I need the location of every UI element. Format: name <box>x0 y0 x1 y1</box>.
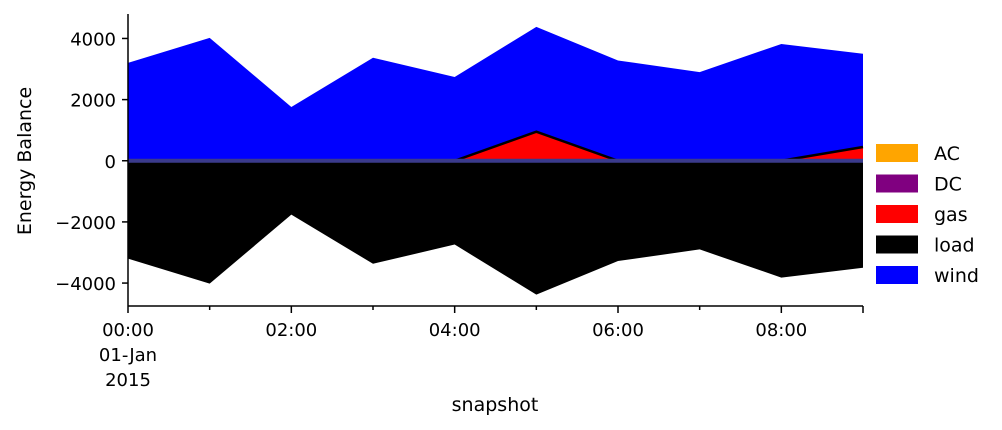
y-tick-label: 0 <box>105 152 116 173</box>
y-ticks: −4000 −2000 0 2000 4000 <box>55 29 128 295</box>
x-tick-label: 06:00 <box>592 320 644 341</box>
x-tick-label: 2015 <box>105 370 151 391</box>
legend-swatch-load <box>876 235 918 254</box>
x-tick-label: 04:00 <box>429 320 481 341</box>
y-axis-label: Energy Balance <box>14 87 36 235</box>
legend-label-wind: wind <box>934 265 979 287</box>
y-tick-label: 4000 <box>70 29 116 50</box>
legend-label-AC: AC <box>934 143 960 165</box>
legend-swatch-AC <box>876 144 918 162</box>
x-axis-label: snapshot <box>452 394 539 416</box>
legend-swatch-wind <box>876 266 918 284</box>
axes <box>127 14 863 307</box>
plot-area <box>128 26 864 295</box>
area-load <box>128 160 863 295</box>
x-tick-label: 08:00 <box>755 320 807 341</box>
legend-label-load: load <box>934 235 975 257</box>
legend-swatch-DC <box>876 174 918 193</box>
x-tick-label: 00:00 <box>102 320 154 341</box>
legend: AC DC gas load wind <box>876 143 979 287</box>
legend-label-gas: gas <box>934 204 968 226</box>
y-tick-label: 2000 <box>70 91 116 112</box>
legend-label-DC: DC <box>934 174 962 196</box>
x-tick-label: 02:00 <box>265 320 317 341</box>
y-tick-label: −4000 <box>55 274 116 295</box>
x-ticks: 00:00 01-Jan 2015 02:00 04:00 06:00 08:00 <box>99 306 864 391</box>
y-tick-label: −2000 <box>55 213 116 234</box>
area-wind <box>128 26 863 161</box>
legend-swatch-gas <box>876 205 918 223</box>
x-tick-label: 01-Jan <box>99 345 157 366</box>
